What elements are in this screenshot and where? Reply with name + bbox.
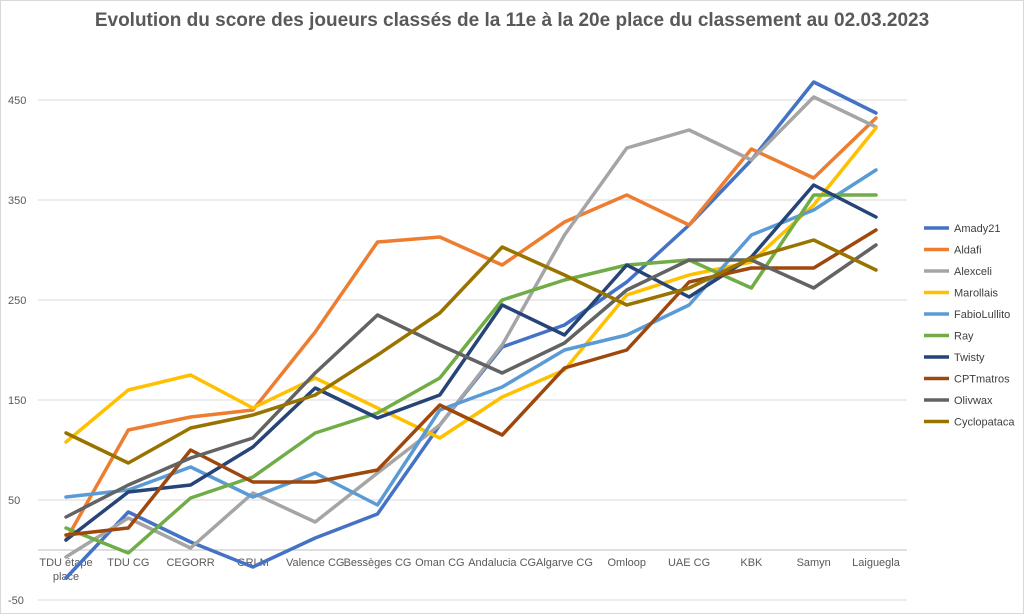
x-tick-label: Omloop — [608, 557, 647, 569]
legend-label: CPTmatros — [954, 374, 1010, 386]
series-line-olivwax — [64, 243, 878, 519]
x-tick-label: Bessèges CG — [344, 557, 412, 569]
series-line-cyclopataca — [64, 238, 878, 465]
x-tick-label: GRLM — [237, 557, 269, 569]
x-tick-label: KBK — [740, 557, 763, 569]
x-tick-label: Samyn — [797, 557, 831, 569]
legend-label: Aldafi — [954, 245, 982, 257]
y-tick-label: 350 — [8, 195, 26, 207]
y-tick-label: -50 — [8, 595, 24, 607]
y-tick-label: 50 — [8, 495, 20, 507]
legend-label: Amady21 — [954, 223, 1000, 235]
x-tick-label: UAE CG — [668, 557, 710, 569]
legend-label: Ray — [954, 331, 974, 343]
series-line-fabiolullito — [64, 168, 878, 507]
legend-label: FabioLullito — [954, 309, 1010, 321]
legend-label: Twisty — [954, 352, 985, 364]
x-tick-label: Valence CG — [286, 557, 345, 569]
x-tick-label: Andalucia CG — [468, 557, 536, 569]
legend-label: Marollais — [954, 288, 999, 300]
series-line-twisty — [64, 183, 878, 542]
x-tick-label: Laiguegla — [852, 557, 901, 569]
y-tick-label: 250 — [8, 295, 26, 307]
y-tick-label: 150 — [8, 395, 26, 407]
x-tick-label: CEGORR — [166, 557, 214, 569]
legend-label: Alexceli — [954, 266, 992, 278]
legend-label: Cyclopataca — [954, 417, 1015, 429]
x-tick-label: Oman CG — [415, 557, 465, 569]
series-line-alexceli — [64, 95, 878, 559]
x-tick-label: TDU CG — [107, 557, 149, 569]
y-tick-label: 450 — [8, 95, 26, 107]
series-line-ray — [64, 193, 878, 555]
x-tick-label: Algarve CG — [536, 557, 593, 569]
legend-label: Olivwax — [954, 395, 993, 407]
series-line-aldafi — [64, 116, 878, 542]
chart-title: Evolution du score des joueurs classés d… — [94, 10, 930, 31]
